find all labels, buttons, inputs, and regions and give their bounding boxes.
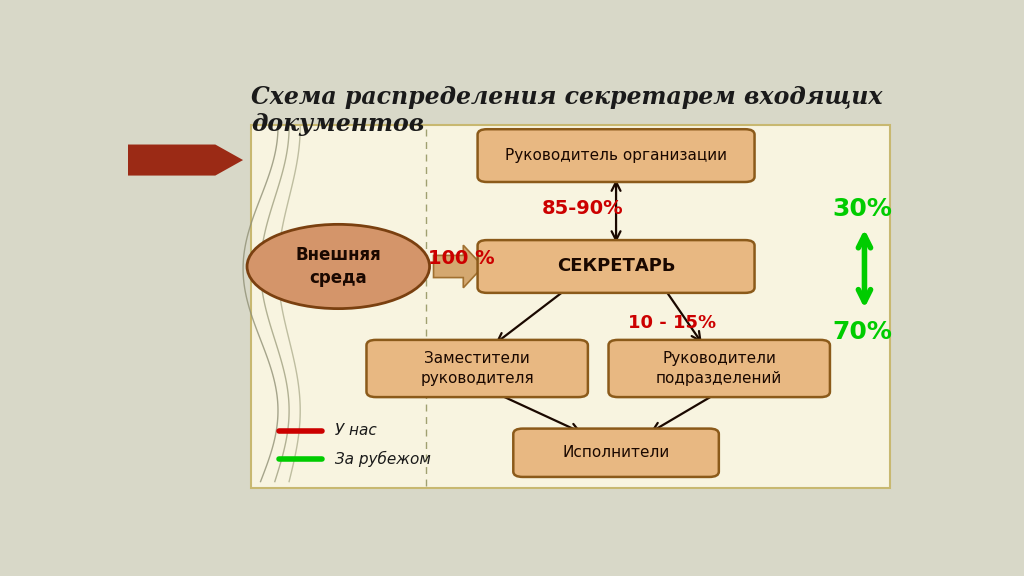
Polygon shape bbox=[128, 145, 243, 176]
Text: 85-90%: 85-90% bbox=[542, 199, 624, 218]
Text: 30%: 30% bbox=[833, 197, 892, 221]
Text: Внешняя
среда: Внешняя среда bbox=[296, 246, 381, 287]
Text: За рубежом: За рубежом bbox=[331, 452, 431, 468]
Ellipse shape bbox=[247, 224, 430, 309]
Text: Руководитель организации: Руководитель организации bbox=[505, 148, 727, 163]
Text: Заместители
руководителя: Заместители руководителя bbox=[421, 351, 534, 386]
Polygon shape bbox=[433, 245, 483, 288]
FancyBboxPatch shape bbox=[608, 340, 829, 397]
Text: У нас: У нас bbox=[331, 423, 377, 438]
Text: Руководители
подразделений: Руководители подразделений bbox=[656, 351, 782, 386]
Text: 100 %: 100 % bbox=[428, 249, 495, 268]
FancyBboxPatch shape bbox=[477, 129, 755, 182]
FancyBboxPatch shape bbox=[367, 340, 588, 397]
FancyBboxPatch shape bbox=[477, 240, 755, 293]
FancyBboxPatch shape bbox=[251, 124, 890, 488]
Text: 10 - 15%: 10 - 15% bbox=[628, 314, 716, 332]
Text: СЕКРЕТАРЬ: СЕКРЕТАРЬ bbox=[557, 257, 675, 275]
FancyBboxPatch shape bbox=[513, 429, 719, 477]
Text: Исполнители: Исполнители bbox=[562, 445, 670, 460]
Text: Схема распределения секретарем входящих
документов: Схема распределения секретарем входящих … bbox=[251, 85, 883, 137]
Text: 70%: 70% bbox=[833, 320, 892, 344]
